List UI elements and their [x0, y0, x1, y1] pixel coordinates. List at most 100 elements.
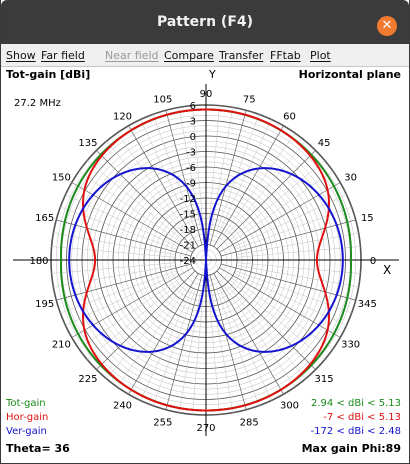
grid-spoke [106, 283, 187, 379]
angle-tick-label: 90 [200, 89, 213, 100]
grid-spoke [65, 272, 179, 326]
grid-spoke [178, 290, 201, 413]
grid-spoke [223, 132, 296, 235]
grid-spoke [236, 232, 359, 255]
grid-spoke [219, 182, 341, 253]
grid-spoke [128, 125, 199, 247]
grid-spoke [165, 274, 203, 410]
grid-spoke [192, 105, 204, 230]
title-bar[interactable]: Pattern (F4) ✕ [1, 0, 409, 44]
legend-hor-gain: Hor-gain [6, 412, 48, 423]
grid-spoke [213, 273, 284, 395]
radial-tick-label: -3 [186, 148, 196, 159]
angle-tick-label: 60 [283, 111, 296, 122]
grid-spoke [152, 289, 196, 406]
grid-spoke [236, 246, 361, 258]
grid-spoke [78, 170, 181, 243]
grid-spoke [220, 219, 356, 257]
angle-tick-label: 300 [280, 401, 299, 412]
grid-spoke [211, 107, 234, 230]
angle-tick-label: 195 [35, 299, 54, 310]
radial-tick-label: 3 [190, 117, 196, 128]
grid-spoke [219, 267, 341, 338]
frequency-label: 27.2 MHz [14, 98, 61, 109]
grid-spoke [178, 107, 201, 230]
grid-spoke [71, 267, 193, 338]
series-line-ver-gain [68, 167, 344, 353]
radial-tick-label: -18 [180, 225, 196, 236]
angle-tick-label: 315 [315, 374, 334, 385]
angle-tick-label: 135 [78, 138, 97, 149]
grid-spoke [140, 287, 194, 401]
angle-tick-label: 30 [344, 173, 357, 184]
angle-tick-label: 165 [35, 213, 54, 224]
grid-spoke [87, 160, 183, 241]
angle-tick-label: 75 [243, 95, 256, 106]
menu-compare[interactable]: Compare [164, 49, 214, 62]
grid-spoke [51, 246, 176, 258]
window-title: Pattern (F4) [156, 14, 254, 30]
angle-tick-label: 225 [78, 374, 97, 385]
grid-spoke [56, 263, 192, 301]
grid-spoke [56, 219, 192, 257]
angle-tick-label: 345 [358, 299, 377, 310]
legend-ver-range: -172 < dBi < 2.48 [311, 426, 401, 437]
menu-fftab[interactable]: FFtab [270, 49, 301, 62]
series-line-hor-gain [82, 108, 330, 412]
angle-tick-label: 330 [341, 340, 360, 351]
radial-tick-label: 0 [190, 132, 196, 143]
grid-spoke [65, 194, 179, 248]
grid-spoke [223, 285, 296, 388]
grid-spoke [87, 279, 183, 360]
angle-tick-label: 45 [318, 138, 331, 149]
pattern-curves [60, 108, 352, 412]
grid-spoke [233, 194, 347, 248]
angle-tick-label: 285 [240, 417, 259, 428]
grid-spoke [229, 160, 325, 241]
theta-label: Theta= 36 [6, 442, 70, 455]
polar-plot-area: 0 15 30 45 60 75 90 105 120 135 150 165 180 195 210 225… [1, 66, 409, 460]
grid-spoke [209, 274, 247, 410]
grid-spoke [225, 283, 306, 379]
menu-show[interactable]: Show [6, 49, 36, 62]
angle-tick-label: 120 [113, 111, 132, 122]
grid-spoke [128, 273, 199, 395]
close-icon[interactable]: ✕ [377, 16, 397, 36]
menu-far-field[interactable]: Far field [41, 49, 85, 62]
menu-plot[interactable]: Plot [310, 49, 331, 62]
angle-tick-label: 150 [52, 173, 71, 184]
grid-spoke [152, 114, 196, 231]
radial-tick-label: -15 [180, 210, 196, 221]
radial-tick-label: -9 [186, 179, 196, 190]
legend-hor-range: -7 < dBi < 5.13 [323, 412, 401, 423]
grid-spoke [216, 150, 316, 250]
menu-transfer[interactable]: Transfer [219, 49, 264, 62]
angle-tick-label: 180 [29, 256, 48, 267]
grid-spoke [216, 270, 316, 370]
grid-spoke [208, 290, 220, 415]
grid-spoke [218, 119, 272, 233]
grid-spoke [231, 170, 334, 243]
radial-tick-label: 6 [190, 101, 196, 112]
grid-spoke [71, 182, 193, 253]
polar-labels: 0153045607590105120135150165180195210225… [29, 68, 391, 434]
grid-spoke [225, 141, 306, 237]
grid-spoke [53, 265, 176, 288]
grid-spoke [165, 110, 203, 246]
plane-label: Horizontal plane [299, 68, 401, 81]
grid-spoke [211, 290, 234, 413]
grid-spoke [192, 290, 204, 415]
menu-near-field: Near field [105, 49, 159, 62]
angle-tick-label: 210 [52, 340, 71, 351]
gain-type-label: Tot-gain [dBi] [6, 68, 90, 81]
grid-spoke [96, 150, 196, 250]
grid-spoke [209, 110, 247, 246]
grid-spoke [236, 265, 359, 288]
grid-spoke [216, 289, 260, 406]
legend-tot-gain: Tot-gain [5, 398, 46, 409]
grid-spoke [53, 232, 176, 255]
angle-tick-label: 105 [153, 95, 172, 106]
radial-tick-label: -21 [180, 241, 196, 252]
radial-tick-label: -6 [186, 163, 196, 174]
angle-tick-label: 0 [370, 256, 376, 267]
